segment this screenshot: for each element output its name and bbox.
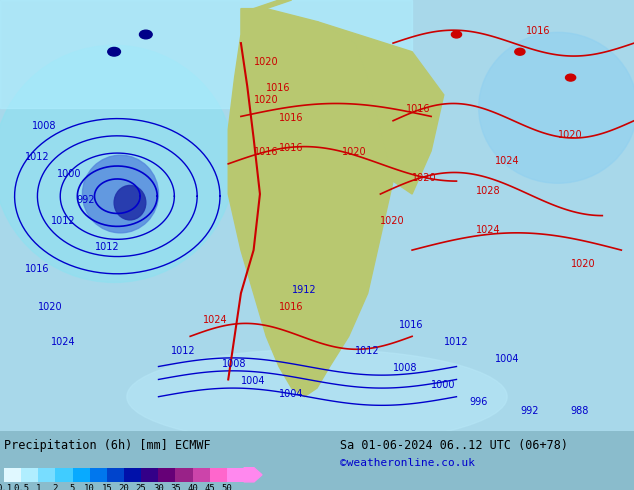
Text: 1016: 1016 (266, 82, 291, 93)
Ellipse shape (479, 32, 634, 183)
Text: 1016: 1016 (399, 319, 424, 330)
Text: 1024: 1024 (203, 316, 228, 325)
Text: 1028: 1028 (476, 186, 500, 196)
Bar (4, 467, 21, 482)
Text: 1016: 1016 (279, 302, 304, 313)
Ellipse shape (114, 185, 146, 220)
FancyBboxPatch shape (0, 0, 412, 108)
Text: 1012: 1012 (25, 151, 50, 162)
Text: 1008: 1008 (222, 359, 247, 368)
Text: 1012: 1012 (95, 242, 120, 252)
Polygon shape (254, 0, 292, 9)
Text: 1020: 1020 (558, 130, 583, 140)
Text: 5: 5 (70, 484, 75, 490)
Text: 1016: 1016 (25, 264, 50, 273)
Text: 1024: 1024 (51, 337, 75, 347)
Text: 1024: 1024 (495, 156, 519, 166)
Text: 25: 25 (136, 484, 146, 490)
Bar (21, 467, 38, 482)
Text: 992: 992 (520, 406, 538, 416)
Bar (193, 467, 210, 482)
Text: 40: 40 (187, 484, 198, 490)
Text: 1000: 1000 (431, 380, 456, 390)
Bar (124, 467, 141, 482)
Bar (55, 467, 72, 482)
Text: Precipitation (6h) [mm] ECMWF: Precipitation (6h) [mm] ECMWF (4, 440, 210, 452)
Bar (210, 467, 227, 482)
FancyArrow shape (244, 467, 262, 482)
Text: 1024: 1024 (476, 225, 500, 235)
Text: 1020: 1020 (254, 57, 278, 67)
Polygon shape (317, 22, 444, 194)
Text: 1912: 1912 (292, 285, 316, 295)
Circle shape (139, 30, 152, 39)
Ellipse shape (0, 45, 235, 282)
Text: 45: 45 (204, 484, 215, 490)
Text: 1020: 1020 (254, 96, 278, 105)
Text: 20: 20 (119, 484, 129, 490)
Text: 988: 988 (571, 406, 589, 416)
Circle shape (515, 49, 525, 55)
Bar (38, 467, 55, 482)
Text: 1004: 1004 (495, 354, 519, 364)
Text: 996: 996 (469, 397, 488, 407)
Text: 1020: 1020 (342, 147, 367, 157)
Text: 1016: 1016 (279, 143, 304, 153)
Circle shape (566, 74, 576, 81)
Ellipse shape (82, 155, 158, 233)
Text: 1012: 1012 (51, 216, 75, 226)
Text: Sa 01-06-2024 06..12 UTC (06+78): Sa 01-06-2024 06..12 UTC (06+78) (340, 440, 568, 452)
Text: 35: 35 (170, 484, 181, 490)
Bar (158, 467, 176, 482)
Text: 1012: 1012 (355, 345, 380, 356)
Bar (176, 467, 193, 482)
Text: 1004: 1004 (241, 376, 266, 386)
Text: 1020: 1020 (380, 216, 405, 226)
Text: 1020: 1020 (38, 302, 63, 313)
Text: 50: 50 (221, 484, 232, 490)
Bar (227, 467, 244, 482)
Text: 1: 1 (36, 484, 41, 490)
Text: 10: 10 (84, 484, 95, 490)
Bar (72, 467, 90, 482)
Text: 0.1: 0.1 (0, 484, 12, 490)
Text: 0.5: 0.5 (13, 484, 29, 490)
Text: 30: 30 (153, 484, 164, 490)
Text: 1000: 1000 (57, 169, 82, 179)
Text: 1004: 1004 (279, 389, 304, 399)
Text: 2: 2 (53, 484, 58, 490)
Ellipse shape (127, 349, 507, 444)
Text: 1016: 1016 (279, 113, 304, 122)
Text: ©weatheronline.co.uk: ©weatheronline.co.uk (340, 458, 475, 467)
Text: 992: 992 (76, 195, 94, 205)
Text: 1016: 1016 (526, 26, 551, 36)
Text: 1012: 1012 (171, 345, 196, 356)
Text: 15: 15 (101, 484, 112, 490)
Text: 1008: 1008 (32, 122, 56, 131)
Bar (141, 467, 158, 482)
Text: 1008: 1008 (393, 363, 418, 373)
Circle shape (108, 48, 120, 56)
Bar (107, 467, 124, 482)
Polygon shape (228, 9, 393, 397)
Text: 1016: 1016 (406, 104, 430, 114)
Text: 1020: 1020 (571, 259, 595, 270)
Text: 1020: 1020 (412, 173, 437, 183)
Bar (90, 467, 107, 482)
Text: 1016: 1016 (254, 147, 278, 157)
Circle shape (451, 31, 462, 38)
Text: 1012: 1012 (444, 337, 469, 347)
